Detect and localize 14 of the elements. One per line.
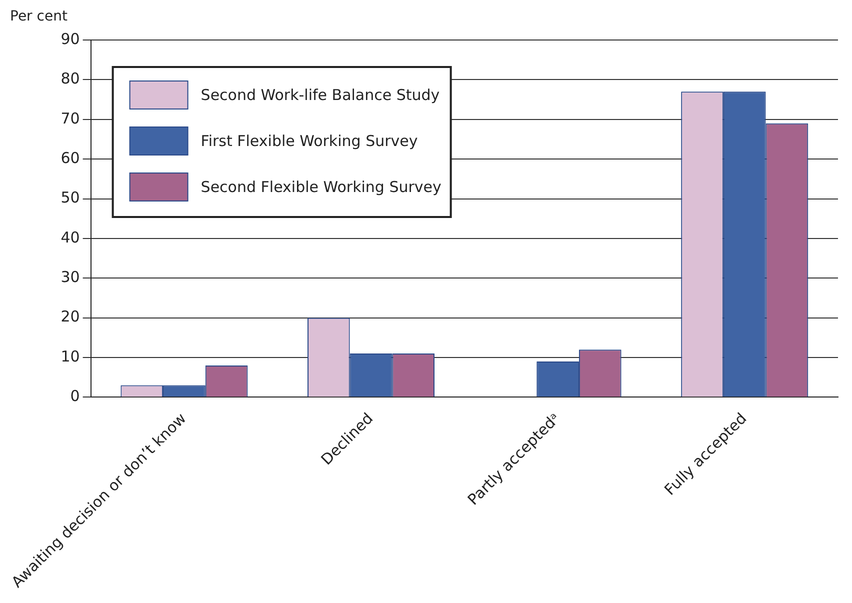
- y-tick-label: 60: [60, 148, 80, 167]
- y-axis-title: Per cent: [10, 8, 68, 25]
- y-tick-label: 40: [60, 228, 80, 246]
- legend-label: First Flexible Working Survey: [200, 132, 418, 150]
- y-tick-label: 20: [60, 308, 80, 326]
- legend-label: Second Flexible Working Survey: [200, 178, 442, 196]
- y-tick-label: 10: [60, 347, 80, 366]
- legend-label: Second Work-life Balance Study: [200, 86, 440, 104]
- y-tick-label: 90: [60, 30, 80, 48]
- y-tick-label: 30: [60, 268, 80, 286]
- y-tick-label: 70: [60, 109, 80, 128]
- y-tick-label: 0: [70, 387, 80, 406]
- y-tick-label: 50: [60, 188, 80, 207]
- y-tick-label: 80: [60, 70, 80, 88]
